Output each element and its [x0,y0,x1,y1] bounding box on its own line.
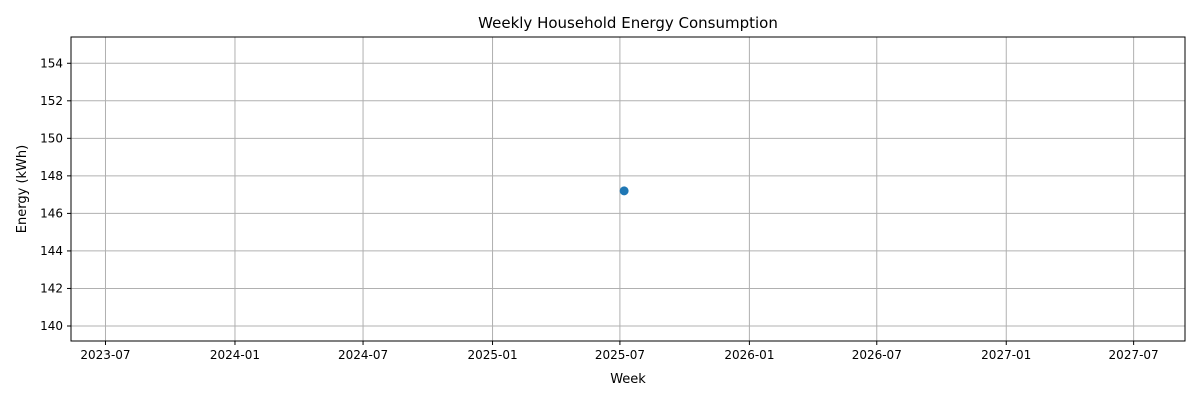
x-tick-label: 2024-01 [210,348,260,362]
y-tick-label: 146 [40,206,63,220]
y-tick-label: 154 [40,56,63,70]
grid [71,37,1185,341]
y-tick-label: 150 [40,131,63,145]
y-tick-label: 140 [40,319,63,333]
y-tick-label: 142 [40,281,63,295]
x-tick-label: 2025-07 [595,348,645,362]
y-tick-label: 148 [40,169,63,183]
x-tick-label: 2027-07 [1109,348,1159,362]
x-axis-ticks: 2023-07 2024-01 2024-07 2025-01 2025-07 2026-… [80,341,1159,362]
x-tick-label: 2027-01 [981,348,1031,362]
y-tick-label: 144 [40,244,63,258]
y-axis-label: Energy (kWh) [15,145,30,233]
y-axis-ticks: 140 142 144 146 148 150 152 154 [40,56,71,333]
x-tick-label: 2023-07 [80,348,130,362]
x-tick-label: 2026-01 [724,348,774,362]
y-tick-label: 152 [40,94,63,108]
x-axis-label: Week [610,372,646,387]
data-points [619,186,629,196]
x-tick-label: 2025-01 [467,348,517,362]
data-point [619,186,629,196]
x-tick-label: 2024-07 [338,348,388,362]
chart-title: Weekly Household Energy Consumption [478,14,778,32]
x-tick-label: 2026-07 [852,348,902,362]
plot-area-frame [70,36,1186,342]
